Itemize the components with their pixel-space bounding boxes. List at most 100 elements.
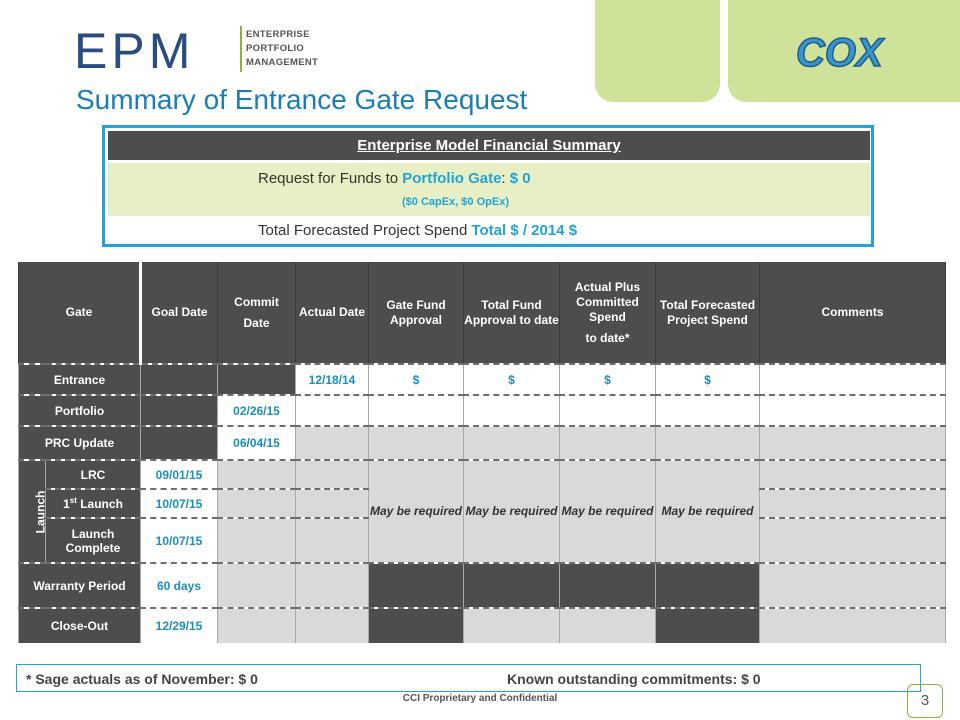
gate-fund-cell: $: [368, 364, 464, 395]
goal-date-cell: 10/07/15: [140, 489, 218, 518]
gate-name: PRC Update: [18, 426, 141, 460]
total-fund-cell: [463, 395, 560, 426]
gate-name: Entrance: [18, 364, 141, 395]
header-goal-date: Goal Date: [140, 262, 218, 364]
gate-name: Portfolio: [18, 395, 141, 426]
commit-date-cell: 06/04/15: [217, 426, 296, 460]
gate-fund-cell: [368, 426, 464, 460]
cox-logo: COX: [795, 30, 886, 76]
decorative-green-panel: [595, 0, 720, 102]
actual-date-cell: [295, 608, 369, 643]
actual-date-cell: [295, 460, 369, 489]
request-band: [108, 163, 870, 216]
header-actual-date: Actual Date: [295, 262, 369, 364]
comments-cell: [759, 395, 946, 426]
sage-actuals-note: * Sage actuals as of November: $ 0: [26, 671, 258, 687]
header-comments: Comments: [759, 262, 946, 364]
epm-logo: EPM: [74, 26, 194, 72]
actual-plus-cell: [559, 608, 656, 643]
comments-cell: [759, 460, 946, 489]
commit-date-cell: [217, 608, 296, 643]
goal-date-cell: 09/01/15: [140, 460, 218, 489]
actual-date-cell: [295, 518, 369, 563]
capex-opex-breakdown: ($0 CapEx, $0 OpEx): [402, 196, 509, 208]
confidentiality-notice: CCI Proprietary and Confidential: [402, 693, 558, 704]
gate-summary-table: Gate Goal Date Commit Date Actual Date Ga…: [18, 262, 946, 643]
total-fund-cell: [463, 563, 560, 608]
header-total-fund-approval: Total Fund Approval to date: [463, 262, 560, 364]
forecast-cell: [655, 426, 760, 460]
gate-name: Warranty Period: [18, 563, 141, 608]
request-for-funds: Request for Funds to Portfolio Gate: $ 0: [258, 170, 531, 187]
table-row: PRC Update 06/04/15: [18, 426, 946, 460]
commit-date-cell: 02/26/15: [217, 395, 296, 426]
commit-date-cell: [217, 364, 296, 395]
actual-date-cell: [295, 563, 369, 608]
table-row: Entrance 12/18/14 $ $ $ $: [18, 364, 946, 395]
actual-date-cell: 12/18/14: [295, 364, 369, 395]
actual-plus-cell: [559, 426, 656, 460]
total-fund-cell: [463, 426, 560, 460]
comments-cell: [759, 608, 946, 643]
goal-date-cell: 60 days: [140, 563, 218, 608]
total-fund-cell: May be required: [463, 460, 560, 563]
actual-plus-cell: May be required: [559, 460, 656, 563]
table-row: Launch LRC 09/01/15 May be required May …: [18, 460, 946, 563]
actual-date-cell: [295, 489, 369, 518]
footnote-box: [16, 664, 921, 692]
goal-date-cell: 10/07/15: [140, 518, 218, 563]
gate-fund-cell: May be required: [368, 460, 464, 563]
comments-cell: [759, 518, 946, 563]
comments-cell: [759, 426, 946, 460]
goal-date-cell: 12/29/15: [140, 608, 218, 643]
table-row: 1st Launch 10/07/15: [18, 489, 946, 518]
gate-name: Close-Out: [18, 608, 141, 643]
forecast-cell: [655, 395, 760, 426]
logo-word: MANAGEMENT: [246, 57, 319, 68]
decorative-green-panel: [728, 0, 960, 102]
gate-fund-cell: [368, 608, 464, 643]
gate-name: Launch Complete: [45, 518, 141, 563]
commit-date-cell: [217, 563, 296, 608]
actual-plus-cell: [559, 563, 656, 608]
actual-plus-cell: $: [559, 364, 656, 395]
commit-date-cell: [217, 460, 296, 489]
forecast-cell: [655, 563, 760, 608]
launch-group-label: Launch: [18, 460, 46, 563]
actual-plus-cell: [559, 395, 656, 426]
actual-date-cell: [295, 426, 369, 460]
total-fund-cell: [463, 608, 560, 643]
financial-summary-heading: Enterprise Model Financial Summary: [108, 131, 870, 160]
forecast-cell: [655, 608, 760, 643]
gate-name: 1st Launch: [45, 489, 141, 518]
header-gate-fund-approval: Gate Fund Approval: [368, 262, 464, 364]
comments-cell: [759, 364, 946, 395]
header-total-forecasted: Total Forecasted Project Spend: [655, 262, 760, 364]
gate-name: LRC: [45, 460, 141, 489]
slide-title: Summary of Entrance Gate Request: [76, 84, 528, 115]
commit-date-cell: [217, 518, 296, 563]
commit-date-cell: [217, 489, 296, 518]
actual-date-cell: [295, 395, 369, 426]
gate-fund-cell: [368, 563, 464, 608]
logo-word: ENTERPRISE: [246, 29, 310, 40]
svg-text:COX: COX: [796, 31, 885, 75]
comments-cell: [759, 489, 946, 518]
total-fund-cell: $: [463, 364, 560, 395]
known-commitments-note: Known outstanding commitments: $ 0: [507, 671, 761, 687]
header-gate: Gate: [18, 262, 142, 364]
header-commit-date: Commit Date: [217, 262, 296, 364]
forecast-cell: $: [655, 364, 760, 395]
logo-word: PORTFOLIO: [246, 43, 305, 54]
total-forecasted-spend: Total Forecasted Project Spend Total $ /…: [258, 222, 578, 239]
table-row: Portfolio 02/26/15: [18, 395, 946, 426]
gate-fund-cell: [368, 395, 464, 426]
header-actual-plus-committed: Actual Plus Committed Spend to date*: [559, 262, 656, 364]
svg-text:EPM: EPM: [74, 26, 194, 72]
page-number: 3: [907, 684, 943, 718]
table-header-row: Gate Goal Date Commit Date Actual Date Ga…: [18, 262, 946, 364]
forecast-cell: May be required: [655, 460, 760, 563]
table-row: Warranty Period 60 days: [18, 563, 946, 608]
goal-date-cell: [140, 395, 218, 426]
goal-date-cell: [140, 364, 218, 395]
